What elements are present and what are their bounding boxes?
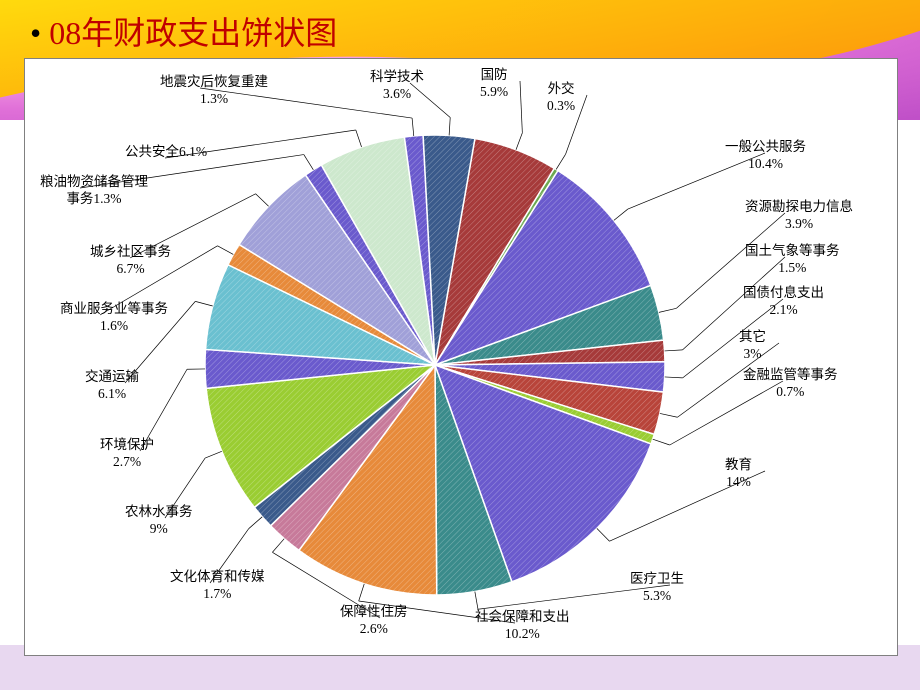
slice-label: 交通运输6.1% bbox=[85, 369, 139, 403]
slice-label: 社会保障和支出10.2% bbox=[475, 609, 570, 643]
slice-label: 教育14% bbox=[725, 457, 752, 491]
chart-frame: 国防5.9% 外交0.3% 一般公共服务10.4% 资源勘探电力信息3.9% 国土气象等… bbox=[24, 58, 898, 656]
slice-label: 城乡社区事务6.7% bbox=[90, 244, 171, 278]
slice-label: 医疗卫生5.3% bbox=[630, 571, 684, 605]
slice-label: 文化体育和传媒1.7% bbox=[170, 569, 265, 603]
slice-label: 地震灾后恢复重建1.3% bbox=[160, 74, 268, 108]
title-text: 08年财政支出饼状图 bbox=[49, 15, 337, 51]
slice-label: 金融监管等事务0.7% bbox=[743, 367, 838, 401]
slice-label: 资源勘探电力信息3.9% bbox=[745, 199, 853, 233]
slice-label: 保障性住房2.6% bbox=[340, 604, 408, 638]
slice-label: 科学技术3.6% bbox=[370, 69, 424, 103]
slice-label: 一般公共服务10.4% bbox=[725, 139, 806, 173]
slice-label: 国土气象等事务1.5% bbox=[745, 243, 840, 277]
slice-label: 农林水事务9% bbox=[125, 504, 193, 538]
slice-label: 商业服务业等事务1.6% bbox=[60, 301, 168, 335]
slice-label: 外交0.3% bbox=[547, 81, 575, 115]
slice-label: 粮油物资储备管理事务1.3% bbox=[40, 174, 148, 208]
slide-title: • 08年财政支出饼状图 bbox=[30, 8, 337, 54]
slice-label: 公共安全6.1% bbox=[125, 144, 207, 161]
slice-label: 其它3% bbox=[739, 329, 766, 363]
bullet: • bbox=[30, 15, 49, 51]
slice-label: 国债付息支出2.1% bbox=[743, 285, 824, 319]
slice-label: 国防5.9% bbox=[480, 67, 508, 101]
slice-label: 环境保护2.7% bbox=[100, 437, 154, 471]
